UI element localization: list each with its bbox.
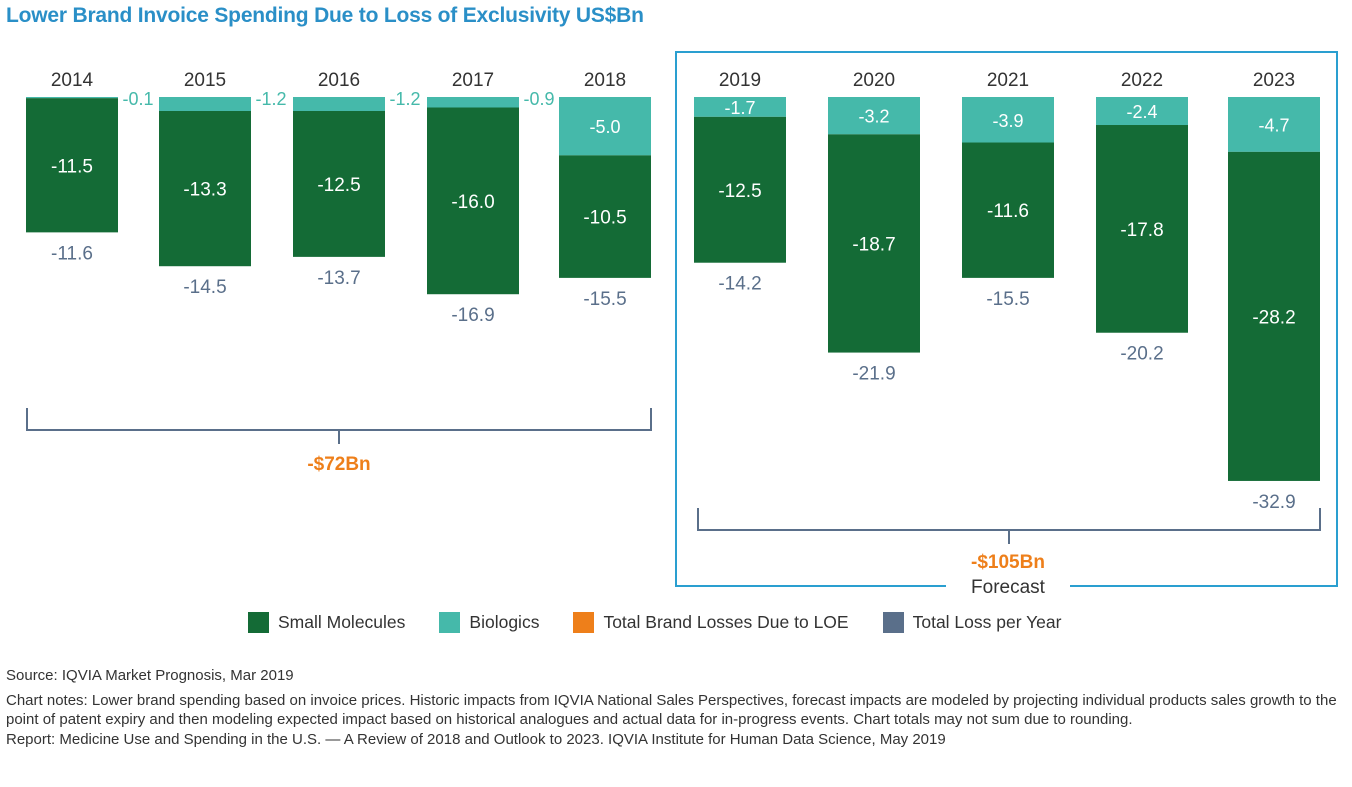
forecast-label: Forecast <box>971 577 1046 598</box>
bar-biologics <box>293 97 385 112</box>
bar-biologics <box>159 97 251 112</box>
chart-area: 2014 -0.1 -11.5 -11.6 2015 -1.2 -13.3 -14.5 2016… <box>26 51 1338 598</box>
data-label-small-molecules: -16.0 <box>451 192 494 213</box>
data-label-total: -11.6 <box>51 243 93 264</box>
x-tick-label: 2019 <box>719 70 761 91</box>
legend-item-small-molecules: Small Molecules <box>248 612 405 633</box>
data-label-biologics: -3.2 <box>858 107 889 127</box>
bar-biologics <box>1096 97 1188 126</box>
bar-small-molecules <box>559 155 651 278</box>
forecast-label-bg <box>946 576 1070 596</box>
data-label-small-molecules: -11.6 <box>987 201 1029 222</box>
data-label-small-molecules: -28.2 <box>1252 307 1295 328</box>
source-note: Source: IQVIA Market Prognosis, Mar 2019 <box>6 667 294 684</box>
data-label-total: -13.7 <box>317 268 360 289</box>
report-note: Report: Medicine Use and Spending in the… <box>6 730 946 748</box>
data-label-small-molecules: -11.5 <box>51 156 93 177</box>
legend-swatch <box>248 612 269 633</box>
chart-title: Lower Brand Invoice Spending Due to Loss… <box>6 4 644 27</box>
data-label-total: -14.5 <box>183 277 226 298</box>
data-label-total: -21.9 <box>852 364 895 385</box>
data-label-biologics: -4.7 <box>1258 115 1289 135</box>
data-label-total: -16.9 <box>451 305 494 326</box>
bar-small-molecules <box>828 134 920 353</box>
bar-biologics <box>1228 97 1320 152</box>
data-label-biologics: -0.1 <box>122 89 153 109</box>
data-label-biologics: -5.0 <box>589 117 620 137</box>
legend-label: Total Brand Losses Due to LOE <box>603 612 849 632</box>
x-tick-label: 2016 <box>318 70 360 91</box>
bar-biologics <box>962 97 1054 143</box>
x-tick-label: 2020 <box>853 70 895 91</box>
legend-label: Biologics <box>469 612 540 632</box>
bar-small-molecules <box>694 116 786 263</box>
bracket-historic <box>26 408 652 444</box>
bar-small-molecules <box>1228 151 1320 481</box>
group-total-label: -$72Bn <box>307 454 370 475</box>
x-tick-label: 2022 <box>1121 70 1163 91</box>
data-label-small-molecules: -12.5 <box>317 175 360 196</box>
legend-label: Total Loss per Year <box>912 612 1062 632</box>
data-label-total: -15.5 <box>583 289 626 310</box>
x-tick-label: 2021 <box>987 70 1029 91</box>
data-label-total: -15.5 <box>986 289 1029 310</box>
bar-biologics <box>26 97 118 99</box>
data-label-total: -32.9 <box>1252 492 1295 513</box>
data-label-biologics: -1.2 <box>255 89 286 109</box>
x-tick-label: 2017 <box>452 70 494 91</box>
data-label-small-molecules: -12.5 <box>718 181 761 202</box>
data-label-small-molecules: -10.5 <box>583 208 626 229</box>
data-label-biologics: -0.9 <box>523 89 554 109</box>
legend-swatch <box>573 612 595 633</box>
x-tick-label: 2023 <box>1253 70 1295 91</box>
x-tick-label: 2015 <box>184 70 226 91</box>
bar-small-molecules <box>293 111 385 257</box>
data-label-small-molecules: -13.3 <box>183 180 226 201</box>
bracket-forecast <box>697 508 1321 544</box>
bar-small-molecules <box>159 111 251 267</box>
chart-notes-text: Chart notes: Lower brand spending based … <box>6 691 1337 729</box>
data-label-total: -20.2 <box>1120 344 1163 365</box>
legend-item-total-brand-losses: Total Brand Losses Due to LOE <box>573 612 849 633</box>
legend: Small Molecules Biologics Total Brand Lo… <box>248 612 1095 633</box>
data-label-biologics: -1.2 <box>389 89 420 109</box>
chart-notes: Source: IQVIA Market Prognosis, Mar 2019… <box>6 666 1346 749</box>
bar-biologics <box>694 97 786 117</box>
x-tick-label: 2018 <box>584 70 626 91</box>
bar-small-molecules <box>26 98 118 233</box>
legend-swatch <box>439 612 461 633</box>
data-label-small-molecules: -18.7 <box>852 234 895 255</box>
group-total-label: -$105Bn <box>971 552 1045 573</box>
bar-small-molecules <box>427 107 519 295</box>
legend-item-total-loss-per-year: Total Loss per Year <box>882 612 1062 633</box>
legend-label: Small Molecules <box>278 612 406 632</box>
x-tick-label: 2014 <box>51 70 94 91</box>
bar-small-molecules <box>962 142 1054 278</box>
bar-biologics <box>828 97 920 135</box>
data-label-small-molecules: -17.8 <box>1120 220 1163 241</box>
data-label-biologics: -2.4 <box>1126 102 1157 122</box>
data-label-biologics: -1.7 <box>724 98 755 118</box>
legend-swatch <box>882 612 904 633</box>
bar-biologics <box>559 97 651 156</box>
legend-item-biologics: Biologics <box>439 612 539 633</box>
data-label-total: -14.2 <box>718 274 761 295</box>
bar-biologics <box>427 97 519 108</box>
bar-small-molecules <box>1096 125 1188 333</box>
data-label-biologics: -3.9 <box>992 111 1023 131</box>
